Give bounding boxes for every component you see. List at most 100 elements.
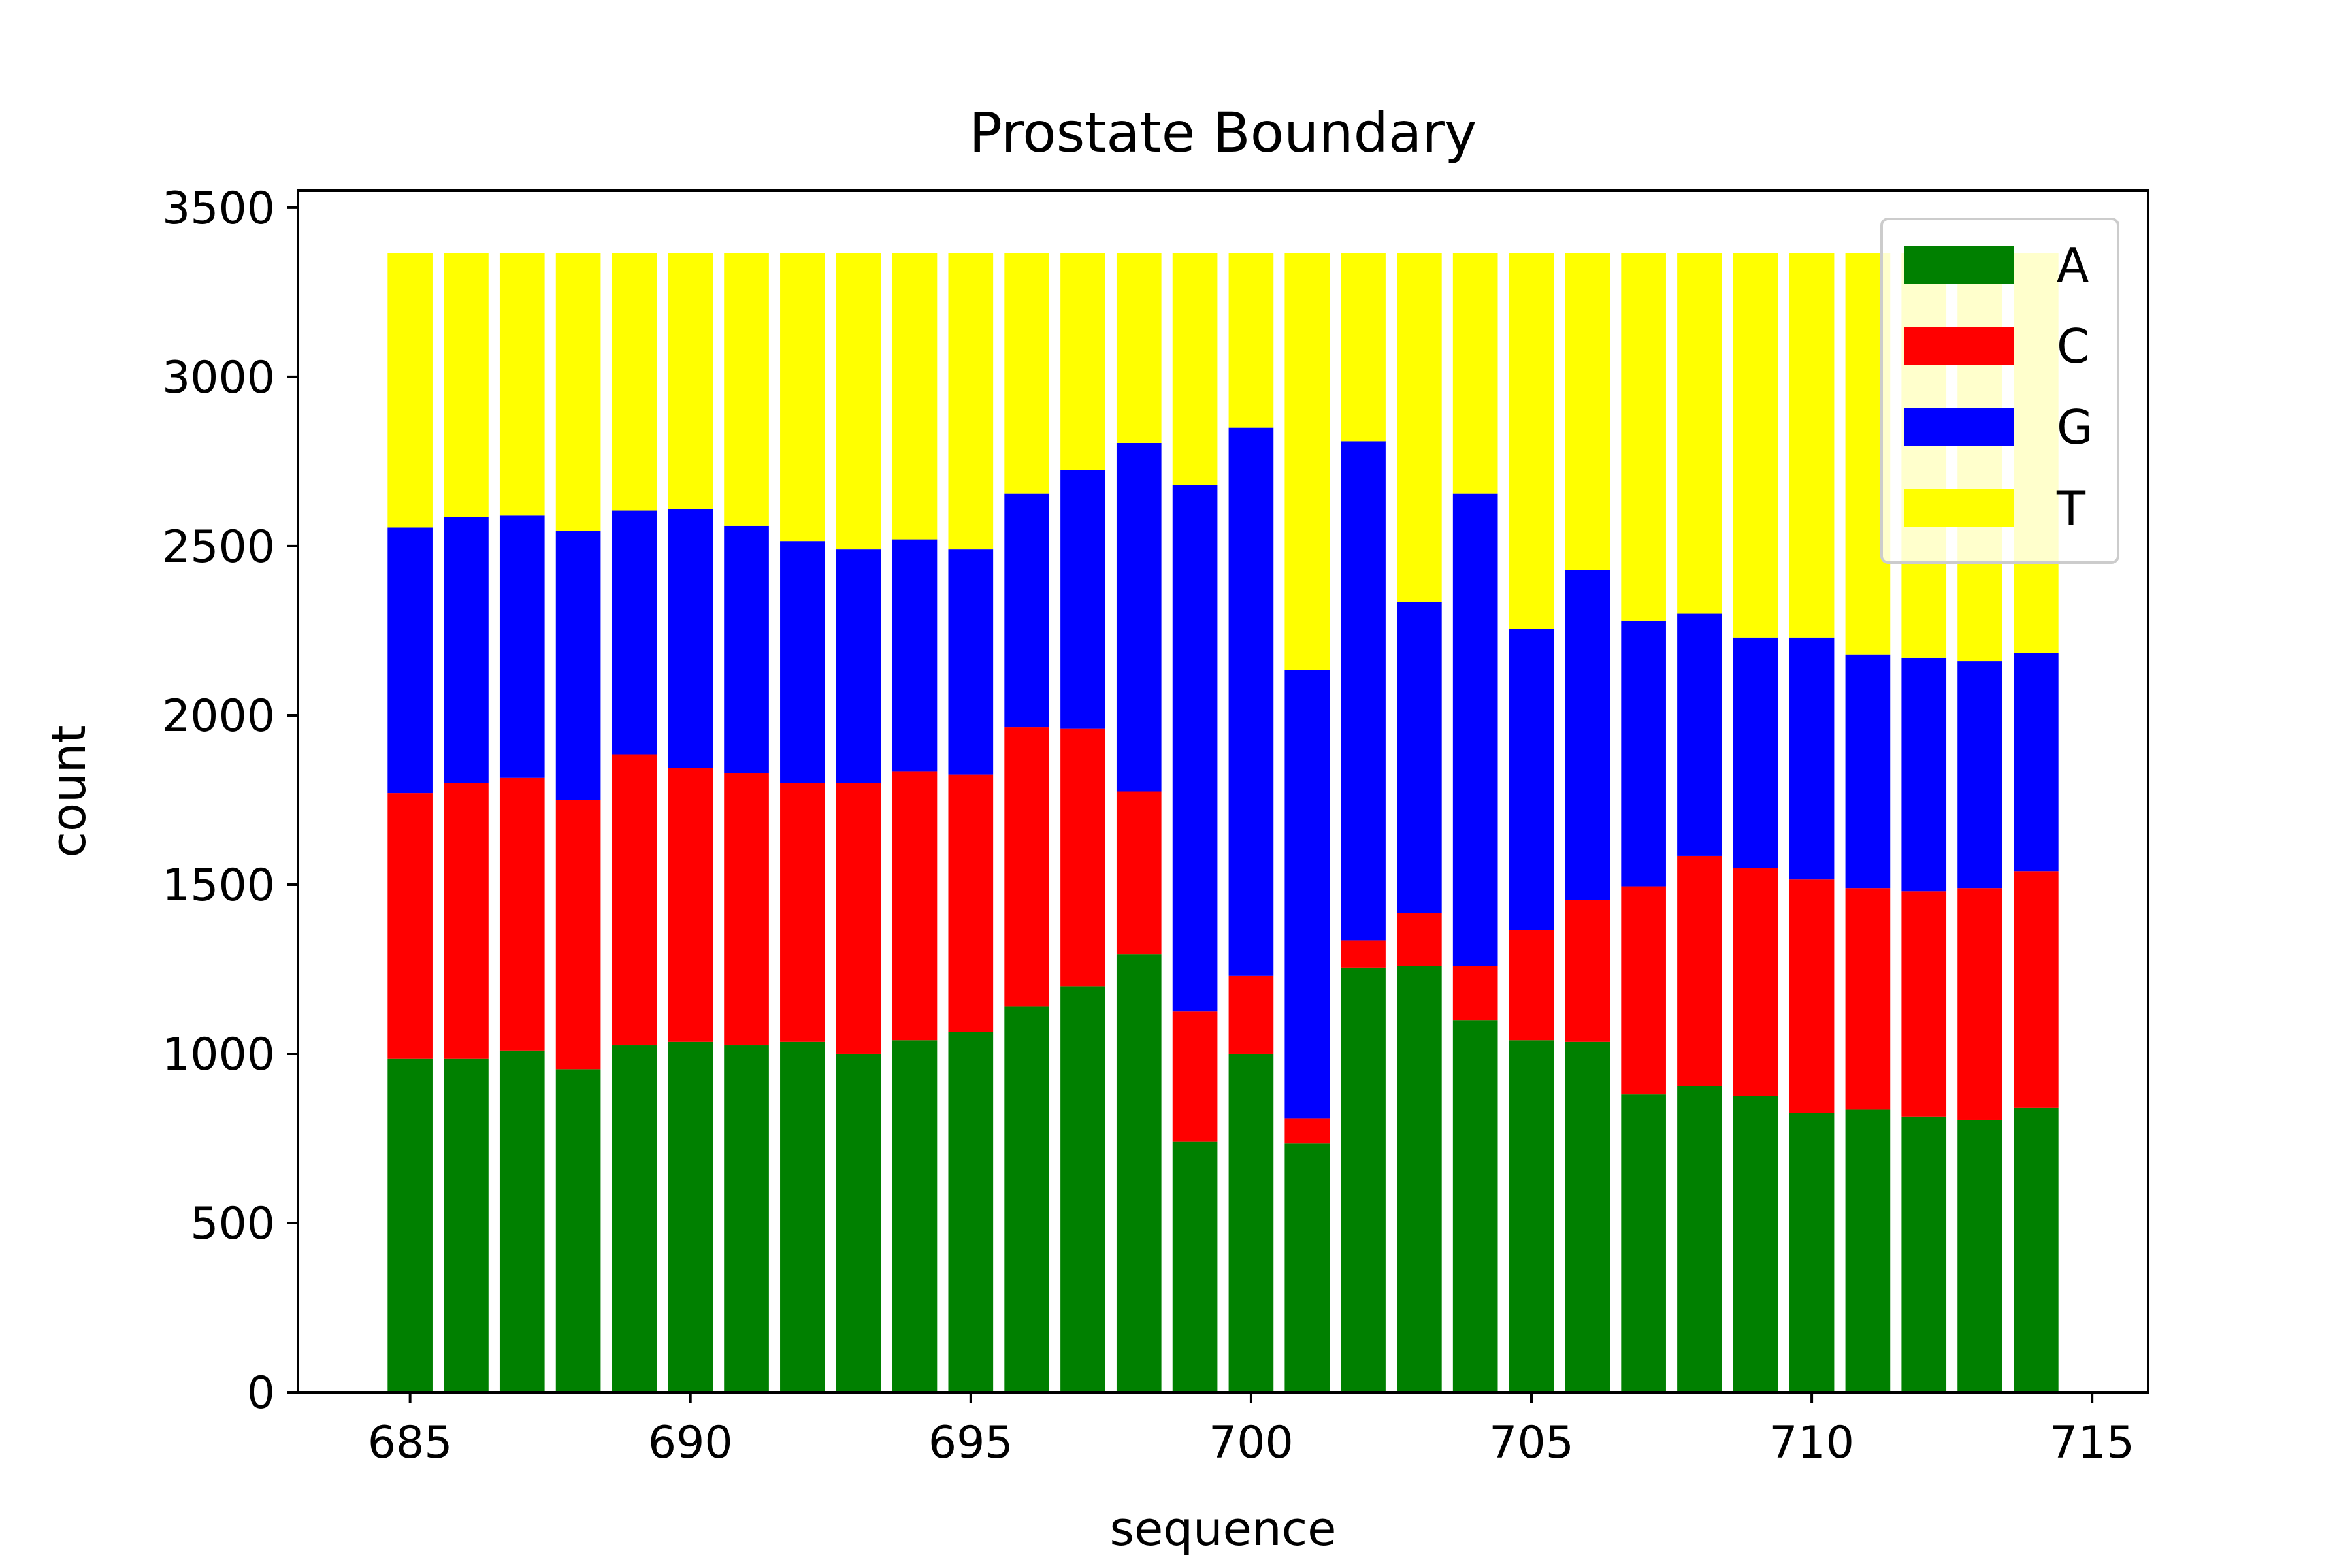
bar-C-695	[948, 774, 994, 1032]
bar-G-685	[387, 527, 433, 794]
bar-T-701	[1284, 253, 1330, 670]
bar-A-702	[1341, 967, 1386, 1392]
bar-A-714	[2014, 1107, 2059, 1392]
bar-G-712	[1901, 657, 1947, 892]
bar-A-703	[1397, 966, 1442, 1392]
y-tick-label: 2500	[162, 521, 275, 573]
bar-C-698	[1116, 791, 1162, 955]
bar-T-706	[1565, 253, 1610, 570]
bar-A-692	[780, 1041, 825, 1392]
legend-swatch-A	[1904, 246, 2014, 284]
x-axis-label: sequence	[1110, 1501, 1337, 1556]
bar-T-691	[724, 253, 769, 526]
bar-A-711	[1845, 1109, 1891, 1392]
y-axis-label: count	[41, 725, 96, 857]
bar-T-697	[1060, 253, 1105, 470]
plot-frame	[297, 189, 2149, 1394]
bar-C-713	[1957, 888, 2002, 1120]
x-tick-label: 715	[2050, 1417, 2134, 1469]
bar-C-704	[1452, 966, 1498, 1021]
bar-T-694	[892, 253, 938, 540]
bar-G-707	[1621, 620, 1666, 887]
bar-G-713	[1957, 661, 2002, 889]
bar-G-691	[724, 525, 769, 774]
bar-G-701	[1284, 670, 1330, 1119]
bar-A-708	[1677, 1086, 1722, 1392]
legend-swatch-C	[1904, 327, 2014, 365]
bar-A-689	[612, 1045, 657, 1392]
x-tick-label: 700	[1209, 1417, 1294, 1469]
bar-T-700	[1228, 253, 1274, 428]
legend-label-G: G	[2057, 400, 2093, 455]
y-tick-label: 500	[190, 1198, 275, 1250]
bar-C-687	[499, 777, 545, 1051]
bar-G-714	[2014, 653, 2059, 872]
bar-T-702	[1341, 253, 1386, 442]
legend-label-T: T	[2056, 481, 2086, 536]
bar-T-690	[668, 253, 713, 509]
bar-G-697	[1060, 470, 1105, 729]
x-tick-label: 695	[928, 1417, 1013, 1469]
bar-G-690	[668, 508, 713, 768]
legend-swatch-G	[1904, 408, 2014, 446]
bar-A-696	[1004, 1006, 1049, 1392]
bar-G-694	[892, 539, 938, 772]
bar-T-687	[499, 253, 545, 516]
bar-G-709	[1733, 637, 1778, 868]
x-tick-label: 690	[648, 1417, 733, 1469]
y-tick-label: 1500	[162, 860, 275, 911]
bar-C-694	[892, 771, 938, 1041]
y-tick-label: 0	[247, 1367, 275, 1419]
bar-C-711	[1845, 888, 1891, 1110]
bar-T-692	[780, 253, 825, 542]
legend-box	[1880, 218, 2119, 564]
legend-label-A: A	[2057, 238, 2089, 293]
bar-A-690	[668, 1041, 713, 1392]
bar-A-691	[724, 1045, 769, 1392]
y-tick-label: 2000	[162, 691, 275, 742]
bar-T-707	[1621, 253, 1666, 621]
bar-G-702	[1341, 441, 1386, 941]
bar-C-693	[836, 783, 881, 1054]
bar-A-712	[1901, 1116, 1947, 1392]
bar-T-696	[1004, 253, 1049, 494]
bar-C-705	[1509, 930, 1554, 1041]
bar-A-697	[1060, 986, 1105, 1392]
bar-T-698	[1116, 253, 1162, 443]
bar-C-709	[1733, 868, 1778, 1096]
legend-swatch-T	[1904, 489, 2014, 527]
bar-C-712	[1901, 891, 1947, 1117]
bar-G-711	[1845, 654, 1891, 889]
chart-title: Prostate Boundary	[969, 101, 1477, 165]
bar-C-686	[444, 783, 489, 1059]
bar-T-685	[387, 253, 433, 528]
x-axis: 685 690 695 700 705 710 715	[368, 1392, 2134, 1469]
bar-T-703	[1397, 253, 1442, 602]
bar-G-710	[1789, 637, 1835, 880]
bar-A-699	[1172, 1141, 1218, 1392]
bar-C-697	[1060, 728, 1105, 987]
bar-C-707	[1621, 886, 1666, 1095]
bar-G-703	[1397, 602, 1442, 913]
bar-G-688	[555, 531, 601, 800]
bar-A-709	[1733, 1096, 1778, 1392]
y-tick-label: 3500	[162, 183, 275, 235]
y-tick-label: 3000	[162, 352, 275, 404]
bar-G-705	[1509, 629, 1554, 930]
bar-G-692	[780, 541, 825, 783]
bar-C-706	[1565, 900, 1610, 1042]
bar-C-702	[1341, 940, 1386, 968]
bar-C-701	[1284, 1118, 1330, 1144]
bar-C-690	[668, 768, 713, 1042]
bar-A-698	[1116, 954, 1162, 1392]
bar-G-693	[836, 549, 881, 783]
bar-G-686	[444, 517, 489, 783]
bar-G-696	[1004, 493, 1049, 728]
bar-A-695	[948, 1032, 994, 1392]
bar-T-710	[1789, 253, 1835, 638]
bar-G-687	[499, 515, 545, 778]
x-tick-label: 705	[1489, 1417, 1574, 1469]
x-tick-label: 685	[368, 1417, 453, 1469]
